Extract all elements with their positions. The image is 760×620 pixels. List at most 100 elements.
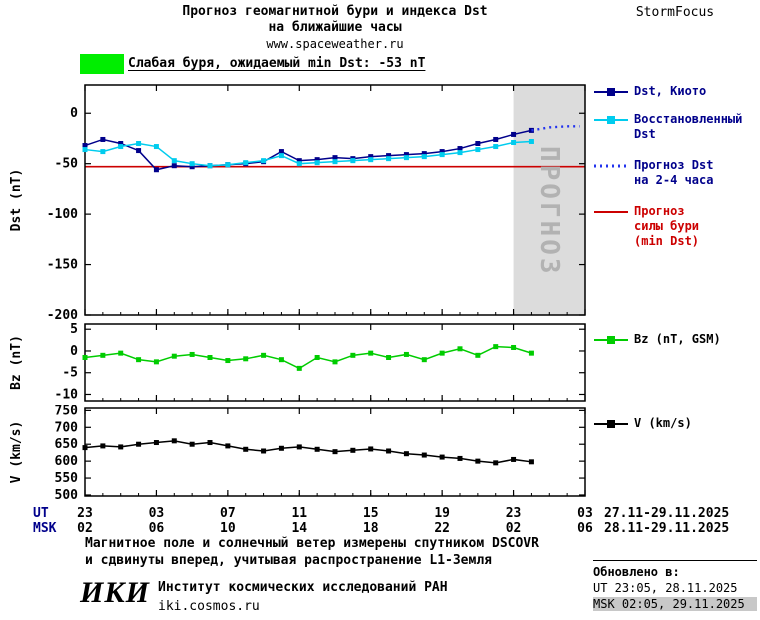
y-tick-label: -5 bbox=[62, 366, 78, 381]
marker-reconstructed-dst bbox=[171, 158, 177, 164]
marker-reconstructed-dst bbox=[386, 156, 392, 162]
site-link[interactable]: www.spaceweather.ru bbox=[266, 37, 404, 51]
dst-kyoto-line-icon bbox=[594, 88, 628, 96]
threshold-line-icon bbox=[594, 211, 628, 213]
legend-label: на 2-4 часа bbox=[634, 173, 714, 187]
msk-tick-label: 06 bbox=[149, 521, 165, 536]
marker-reconstructed-dst bbox=[350, 158, 356, 164]
marker-bz bbox=[136, 357, 142, 363]
marker-reconstructed-dst bbox=[82, 147, 88, 153]
marker-bz bbox=[225, 358, 231, 364]
y-tick-label: 650 bbox=[55, 437, 79, 452]
marker-bz bbox=[100, 352, 106, 358]
page-subtitle: на ближайшие часы bbox=[268, 20, 402, 35]
legend-label: V (km/s) bbox=[634, 416, 692, 430]
marker-reconstructed-dst bbox=[475, 147, 481, 153]
marker-bz bbox=[243, 356, 249, 362]
y-tick-label: 600 bbox=[55, 454, 79, 469]
marker-reconstructed-dst bbox=[511, 140, 517, 145]
y-axis-label: V (km/s) bbox=[9, 421, 24, 484]
msk-tick-label: 10 bbox=[220, 521, 236, 536]
msk-date-range: 28.11-29.11.2025 bbox=[604, 521, 729, 536]
updated-box: Обновлено в: UT 23:05, 28.11.2025 MSK 02… bbox=[593, 560, 757, 611]
marker-bz bbox=[189, 351, 195, 357]
marker-v bbox=[403, 451, 409, 457]
marker-dst-kyoto bbox=[296, 158, 302, 164]
marker-bz bbox=[82, 354, 88, 360]
marker-bz bbox=[493, 344, 499, 350]
legend-label: (min Dst) bbox=[634, 234, 700, 248]
ut-axis-label: UT bbox=[33, 506, 49, 521]
marker-dst-kyoto bbox=[421, 151, 427, 157]
data-source-note: Магнитное поле и солнечный ветер измерен… bbox=[85, 536, 539, 551]
marker-dst-kyoto bbox=[189, 164, 195, 170]
legend-forecast-dst: Прогноз Dst на 2-4 часа bbox=[593, 158, 713, 188]
legend-label: Прогноз Dst bbox=[634, 158, 714, 172]
series-bz bbox=[84, 345, 532, 370]
storm-level-color bbox=[80, 54, 124, 74]
msk-tick-label: 14 bbox=[291, 521, 307, 536]
marker-dst-kyoto bbox=[511, 131, 517, 137]
marker-v bbox=[261, 448, 267, 454]
msk-axis-label: MSK bbox=[33, 521, 57, 536]
marker-reconstructed-dst bbox=[457, 150, 463, 156]
legend-bz: Bz (nT, GSM) bbox=[593, 332, 721, 347]
marker-v bbox=[189, 441, 195, 447]
marker-dst-kyoto bbox=[314, 157, 320, 163]
ut-tick-label: 03 bbox=[149, 506, 165, 521]
data-source-note: и сдвинуты вперед, учитывая распростране… bbox=[85, 553, 492, 568]
ut-date-range: 27.11-29.11.2025 bbox=[604, 506, 729, 521]
marker-v bbox=[386, 448, 392, 454]
legend-label: Bz (nT, GSM) bbox=[634, 332, 721, 346]
legend-storm-strength: Прогноз силы бури (min Dst) bbox=[593, 204, 699, 249]
iki-logo: ИКИ bbox=[80, 576, 151, 609]
ut-tick-label: 11 bbox=[291, 506, 307, 521]
marker-bz bbox=[350, 352, 356, 358]
marker-v bbox=[368, 446, 374, 452]
msk-tick-label: 18 bbox=[363, 521, 379, 536]
marker-reconstructed-dst bbox=[100, 149, 106, 155]
marker-bz bbox=[153, 359, 159, 365]
marker-v bbox=[475, 458, 481, 464]
series-reconstructed-dst bbox=[84, 140, 532, 167]
storm-level-swatch bbox=[80, 54, 124, 74]
marker-bz bbox=[475, 352, 481, 358]
y-tick-label: -100 bbox=[47, 207, 78, 222]
marker-bz bbox=[403, 351, 409, 357]
marker-dst-kyoto bbox=[439, 149, 445, 155]
y-tick-label: 0 bbox=[70, 344, 78, 359]
marker-v bbox=[314, 446, 320, 452]
legend-label: Восстановленный bbox=[634, 112, 743, 126]
legend-label: силы бури bbox=[634, 219, 700, 233]
marker-bz bbox=[314, 354, 320, 360]
legend-label: Dst bbox=[634, 127, 656, 141]
marker-v bbox=[136, 441, 142, 447]
marker-v bbox=[100, 443, 106, 449]
marker-v bbox=[82, 445, 88, 451]
marker-bz bbox=[368, 350, 374, 356]
marker-bz bbox=[207, 354, 213, 360]
dst-chart: 0 -50 -100 -150 -200 Dst (nT) bbox=[9, 84, 586, 323]
updated-ut: UT 23:05, 28.11.2025 bbox=[593, 581, 738, 595]
marker-bz bbox=[511, 344, 517, 350]
y-axis-label: Dst (nT) bbox=[9, 169, 24, 232]
marker-v bbox=[350, 447, 356, 453]
marker-dst-kyoto bbox=[386, 153, 392, 159]
iki-site-link[interactable]: iki.cosmos.ru bbox=[158, 599, 260, 614]
v-line-icon bbox=[594, 420, 628, 428]
y-tick-label: 5 bbox=[70, 322, 78, 337]
y-tick-label: 750 bbox=[55, 405, 79, 418]
legend-label: Прогноз bbox=[634, 204, 685, 218]
y-tick-label: -10 bbox=[55, 387, 79, 402]
forecast-dotted-line-icon bbox=[594, 164, 628, 168]
marker-v bbox=[243, 446, 249, 452]
marker-bz bbox=[171, 353, 177, 359]
marker-v bbox=[153, 440, 159, 446]
y-tick-label: 500 bbox=[55, 488, 79, 503]
marker-v bbox=[421, 452, 427, 458]
y-tick-label: -200 bbox=[47, 308, 78, 323]
marker-reconstructed-dst bbox=[136, 141, 142, 147]
msk-tick-label: 02 bbox=[506, 521, 522, 536]
